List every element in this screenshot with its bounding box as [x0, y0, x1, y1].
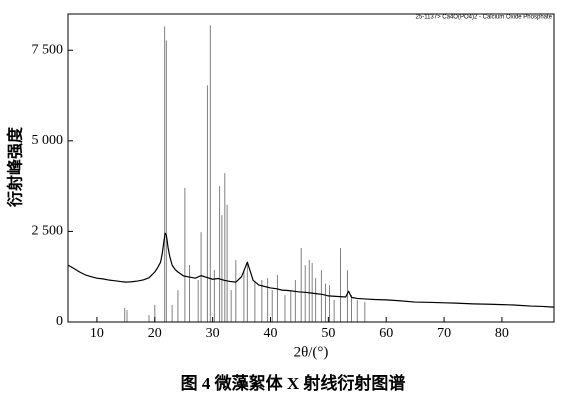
x-tick-label: 50	[321, 326, 335, 341]
x-axis-label: 2θ/(°)	[294, 344, 329, 360]
y-tick-label: 0	[56, 314, 63, 329]
x-tick-label: 80	[495, 326, 509, 341]
x-tick-label: 10	[90, 326, 104, 341]
x-tick-label: 40	[264, 326, 278, 341]
x-tick-label: 20	[148, 326, 162, 341]
y-axis-label: 衍射峰强度	[6, 126, 25, 208]
y-tick-label: 5 000	[32, 133, 64, 148]
x-tick-label: 70	[437, 326, 451, 341]
diffraction-curve	[67, 232, 555, 308]
annotation: 25-1137> Ca4O(PO4)2 - Calcium Oxide Phos…	[416, 15, 553, 21]
y-tick-label: 2 500	[32, 224, 64, 239]
x-tick-label: 60	[379, 326, 393, 341]
x-tick-label: 30	[206, 326, 220, 341]
caption: 图 4 微藻絮体 X 射线衍射图谱	[181, 373, 406, 393]
y-tick-label: 7 500	[32, 42, 64, 57]
plot-frame	[67, 13, 555, 323]
